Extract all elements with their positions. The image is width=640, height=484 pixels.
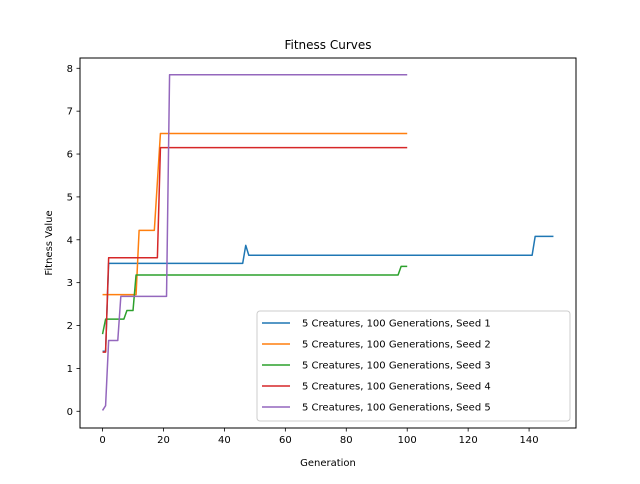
x-tick-label: 100 [398,435,417,446]
y-axis: 0 1 2 3 4 5 6 7 8 [67,64,80,418]
y-tick-label: 3 [67,278,73,289]
x-axis-label: Generation [300,458,356,469]
x-tick-label: 60 [279,435,292,446]
series-line-seed-5 [101,73,408,411]
plot-frame [79,57,577,429]
legend-label-seed-5: 5 Creatures, 100 Generations, Seed 5 [302,403,491,414]
x-axis: 0 20 40 60 80 100 120 140 [99,428,539,446]
x-tick-label: 20 [157,435,170,446]
x-tick-label: 120 [459,435,478,446]
y-tick-label: 2 [67,321,73,332]
legend-items: 5 Creatures, 100 Generations, Seed 1 5 Cr… [262,319,491,414]
legend: 5 Creatures, 100 Generations, Seed 1 5 Cr… [256,310,571,422]
legend-label-seed-1: 5 Creatures, 100 Generations, Seed 1 [302,319,491,330]
y-axis-label: Fitness Value [44,210,55,275]
legend-frame [256,310,571,422]
y-tick-label: 4 [67,235,73,246]
series-line-seed-2 [102,132,408,296]
chart-title: Fitness Curves [284,38,371,52]
y-tick-label: 1 [67,364,73,375]
legend-label-seed-4: 5 Creatures, 100 Generations, Seed 4 [302,382,491,393]
series-line-seed-3 [101,265,408,335]
x-tick-label: 0 [99,435,105,446]
x-tick-label: 40 [218,435,231,446]
y-tick-label: 7 [67,107,73,118]
y-tick-label: 8 [67,64,73,75]
legend-label-seed-3: 5 Creatures, 100 Generations, Seed 3 [302,361,491,372]
legend-label-seed-2: 5 Creatures, 100 Generations, Seed 2 [302,340,491,351]
x-tick-label: 140 [520,435,539,446]
y-tick-label: 0 [67,407,73,418]
series-layer [101,73,554,411]
y-tick-label: 6 [67,150,73,161]
y-tick-label: 5 [67,192,73,203]
x-tick-label: 80 [340,435,353,446]
series-line-seed-4 [102,146,408,353]
